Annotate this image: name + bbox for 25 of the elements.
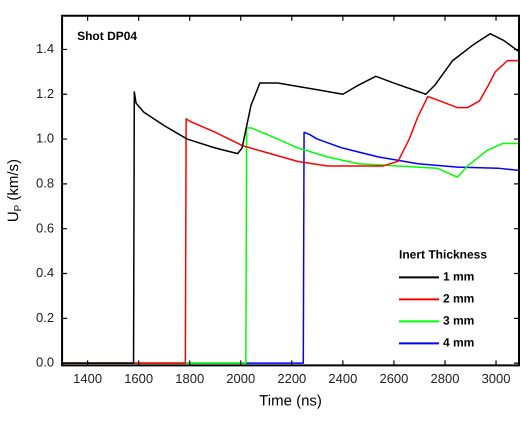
y-tick-label: 0.2 — [36, 310, 54, 325]
x-tick-label: 2000 — [226, 370, 256, 386]
legend-label: 1 mm — [443, 270, 474, 284]
legend-label: 4 mm — [443, 336, 474, 350]
y-tick-label: 1.2 — [36, 86, 54, 101]
legend-title: Inert Thickness — [399, 248, 488, 262]
y-tick-label: 1.4 — [36, 40, 54, 56]
y-tick-label: 0.4 — [36, 265, 54, 280]
x-tick-label: 1400 — [73, 370, 102, 386]
legend-label: 3 mm — [443, 314, 474, 328]
text: Shot DP04 — [77, 29, 138, 44]
x-tick-label: 1600 — [124, 370, 154, 386]
x-tick-label: 2800 — [430, 370, 460, 386]
x-axis-title: Time (ns) — [259, 392, 322, 410]
y-tick-label: 1.0 — [36, 130, 54, 146]
y-tick-label: 0.0 — [36, 354, 54, 370]
y-tick-label: 0.6 — [36, 220, 54, 236]
legend-label: 2 mm — [443, 292, 474, 306]
y-axis-title: UP (km/s) — [5, 159, 24, 222]
x-tick-label: 2400 — [328, 370, 358, 386]
x-tick-label: 2200 — [277, 370, 306, 386]
x-tick-label: 2600 — [379, 370, 408, 386]
x-tick-label: 3000 — [482, 370, 510, 386]
x-tick-label: 1800 — [175, 370, 204, 386]
y-tick-label: 0.8 — [36, 175, 54, 190]
